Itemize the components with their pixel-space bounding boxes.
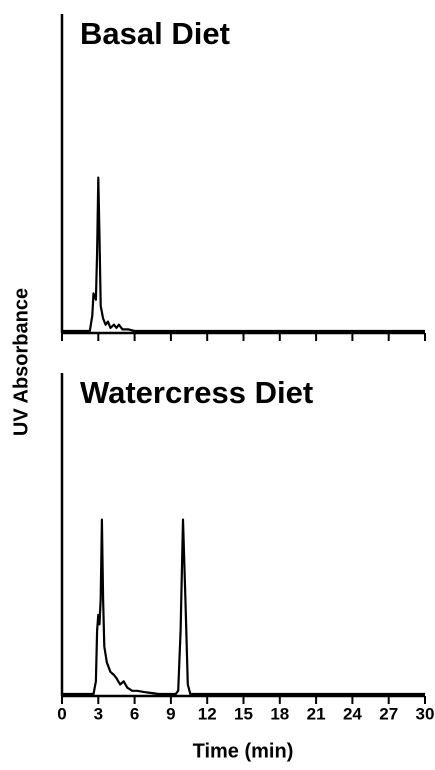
trace (62, 176, 425, 333)
panel-title: Basal Diet (80, 16, 230, 51)
x-tick-label: 9 (166, 704, 175, 723)
x-tick-label: 12 (198, 704, 217, 723)
x-tick-label: 18 (270, 704, 289, 723)
panel-title: Watercress Diet (80, 375, 313, 410)
x-tick-label: 3 (94, 704, 103, 723)
x-tick-label: 15 (234, 704, 253, 723)
x-tick-label: 6 (130, 704, 139, 723)
x-tick-label: 0 (57, 704, 66, 723)
x-tick-label: 30 (416, 704, 435, 723)
x-tick-label: 24 (343, 704, 362, 723)
trace (62, 518, 425, 696)
y-axis-label: UV Absorbance (10, 288, 32, 436)
x-axis-label: Time (min) (193, 740, 294, 762)
x-tick-label: 21 (307, 704, 326, 723)
x-tick-label: 27 (379, 704, 398, 723)
